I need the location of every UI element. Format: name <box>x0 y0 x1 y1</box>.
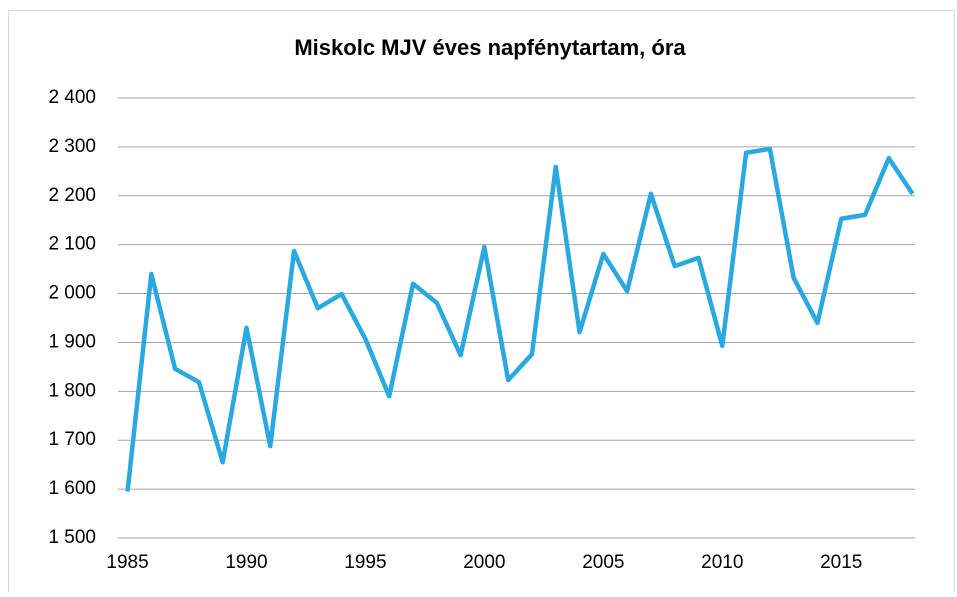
y-tick-label: 1 900 <box>48 331 96 352</box>
chart-title: Miskolc MJV éves napfénytartam, óra <box>294 35 686 60</box>
x-tick-label: 2010 <box>701 552 743 573</box>
data-line <box>125 146 915 492</box>
x-tick-label: 1985 <box>106 552 148 573</box>
chart-frame <box>8 10 955 597</box>
y-tick-label: 2 300 <box>48 136 96 157</box>
x-tick-label: 2015 <box>820 552 862 573</box>
y-tick-label: 1 600 <box>48 478 96 499</box>
x-tick-label: 2005 <box>582 552 624 573</box>
y-tick-label: 1 700 <box>48 429 96 450</box>
y-tick-label: 1 800 <box>48 380 96 401</box>
y-tick-label: 2 100 <box>48 234 96 255</box>
x-tick-label: 2000 <box>463 552 505 573</box>
y-tick-label: 1 500 <box>48 527 96 548</box>
x-tick-label: 1995 <box>344 552 386 573</box>
y-tick-label: 2 200 <box>48 185 96 206</box>
y-tick-label: 2 000 <box>48 283 96 304</box>
x-tick-label: 1990 <box>225 552 267 573</box>
y-tick-label: 2 400 <box>48 87 96 108</box>
